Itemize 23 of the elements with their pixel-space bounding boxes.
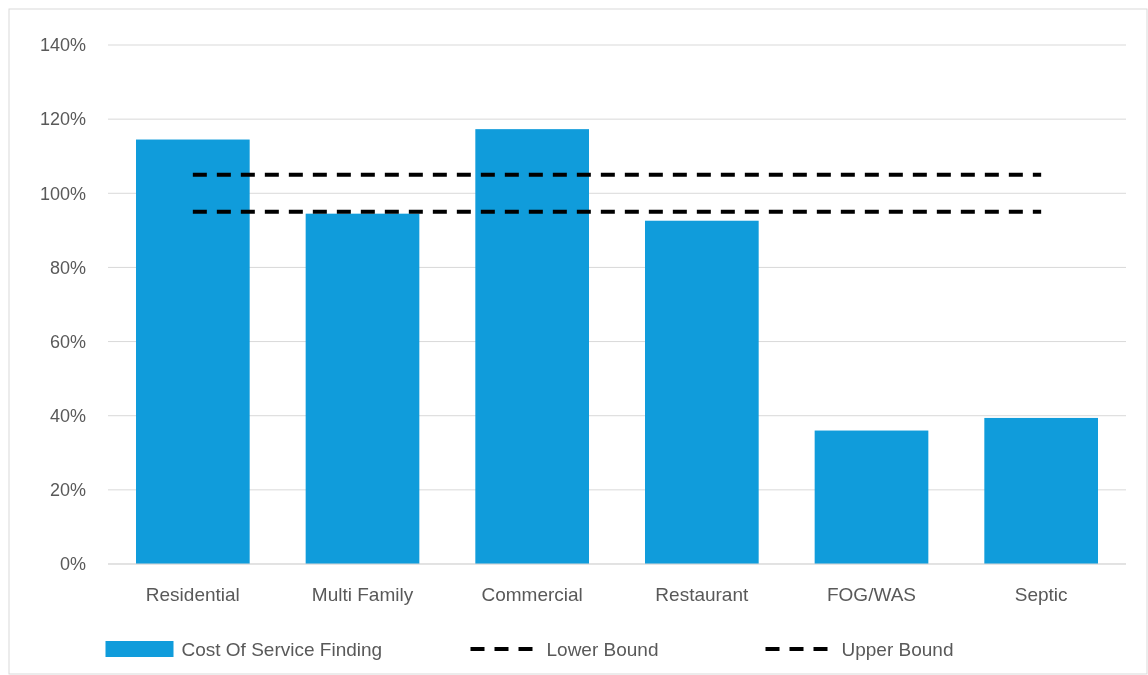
y-tick-label: 0%	[59, 554, 86, 575]
bar	[475, 129, 590, 564]
legend-label: Cost Of Service Finding	[181, 638, 383, 660]
y-tick-label: 20%	[49, 480, 86, 501]
bar	[814, 430, 929, 564]
x-tick-label: Commercial	[481, 584, 583, 605]
bar	[136, 139, 250, 564]
x-tick-label: Septic	[1014, 584, 1068, 605]
y-tick-label: 80%	[49, 257, 86, 278]
bar	[305, 213, 420, 564]
y-tick-label: 120%	[39, 109, 86, 130]
legend-label: Upper Bound	[841, 638, 954, 660]
y-tick-label: 40%	[49, 406, 86, 427]
x-tick-label: Residential	[145, 584, 240, 605]
x-tick-label: FOG/WAS	[826, 584, 917, 605]
y-tick-label: 60%	[49, 331, 86, 352]
y-tick-label: 100%	[39, 183, 86, 204]
y-tick-label: 140%	[39, 35, 86, 56]
legend-label: Lower Bound	[546, 638, 659, 660]
x-tick-label: Restaurant	[655, 584, 750, 605]
bar	[984, 417, 1098, 564]
x-tick-label: Multi Family	[311, 584, 414, 605]
bar	[645, 220, 759, 564]
